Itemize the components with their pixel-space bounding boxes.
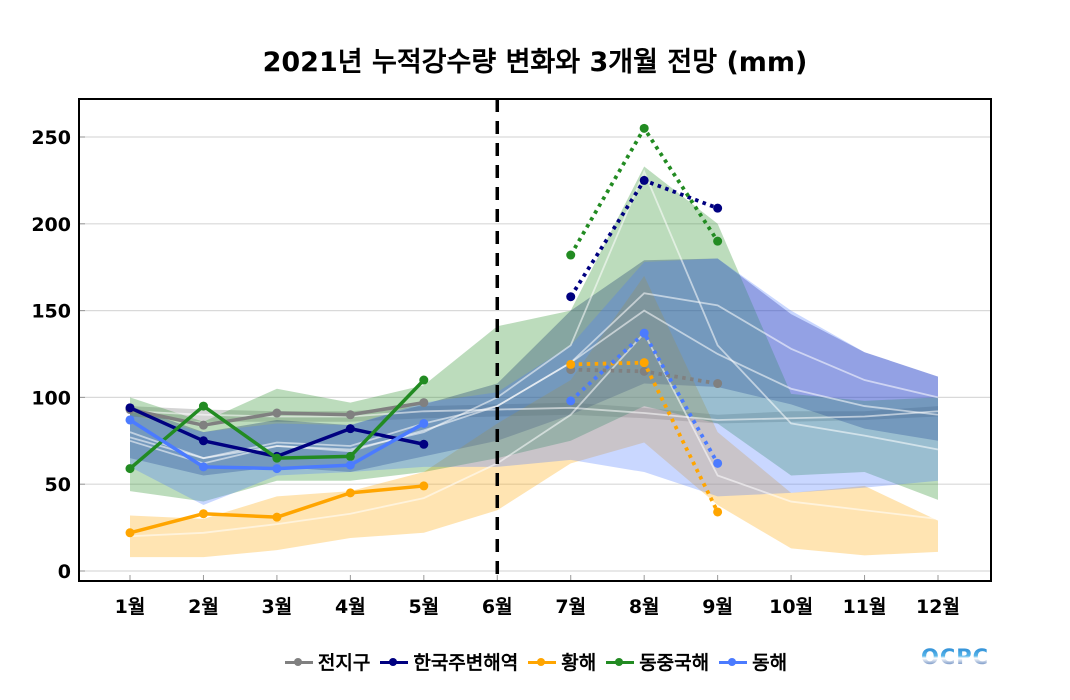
observed-point bbox=[419, 375, 429, 385]
legend-item-east-sea[interactable]: 동해 bbox=[717, 648, 787, 675]
climatology-band bbox=[130, 258, 938, 476]
x-tick-label: 10월 bbox=[769, 596, 813, 618]
legend-label: 동중국해 bbox=[639, 652, 710, 674]
legend-swatch-east-sea bbox=[717, 655, 749, 669]
grid-layer bbox=[79, 136, 991, 572]
legend-item-korea-seas[interactable]: 한국주변해역 bbox=[378, 648, 518, 675]
observed-point bbox=[198, 462, 208, 472]
x-tick-label: 4월 bbox=[335, 596, 366, 618]
observed-point bbox=[125, 403, 135, 413]
x-tick-label: 8월 bbox=[629, 596, 660, 618]
legend-swatch-east-china-sea bbox=[604, 655, 636, 669]
forecast-point bbox=[566, 250, 576, 260]
y-tick-label: 50 bbox=[45, 474, 71, 496]
observed-point bbox=[272, 512, 282, 522]
axis-layer: 0 50 100 150 200 250 1월 2월 3월 4월 5월 6월 7월 8월 9월 10월 11월 1… bbox=[31, 98, 992, 618]
observed-point bbox=[345, 410, 355, 420]
y-tick-label: 250 bbox=[31, 127, 71, 149]
legend-swatch-yellow-sea bbox=[526, 655, 558, 669]
band-layer bbox=[130, 166, 938, 558]
legend-label: 한국주변해역 bbox=[413, 652, 519, 674]
observed-point bbox=[198, 420, 208, 430]
series-layer bbox=[125, 123, 723, 538]
legend-swatch-korea-seas bbox=[378, 655, 410, 669]
y-tick-label: 200 bbox=[31, 214, 71, 236]
chart-title: 2021년 누적강수량 변화와 3개월 전망 (mm) bbox=[262, 47, 808, 78]
y-tick-label: 0 bbox=[58, 561, 71, 583]
climatology-band bbox=[130, 258, 938, 506]
x-tick-label: 1월 bbox=[115, 596, 146, 618]
x-tick-label: 6월 bbox=[482, 596, 513, 618]
forecast-point bbox=[639, 175, 649, 185]
observed-point bbox=[125, 415, 135, 425]
climatology-band bbox=[130, 402, 938, 424]
plot-frame bbox=[78, 98, 992, 582]
observed-point bbox=[125, 528, 135, 538]
climatology-mean-line bbox=[129, 331, 939, 538]
observed-point bbox=[419, 398, 429, 408]
observed-point bbox=[345, 460, 355, 470]
y-tick-label: 150 bbox=[31, 301, 71, 323]
observed-point bbox=[345, 451, 355, 461]
legend-item-yellow-sea[interactable]: 황해 bbox=[526, 648, 596, 675]
forecast-point bbox=[713, 203, 723, 213]
legend-swatch-global bbox=[283, 655, 315, 669]
observed-point bbox=[272, 464, 282, 474]
observed-point bbox=[419, 439, 429, 449]
forecast-point bbox=[566, 292, 576, 302]
forecast-point bbox=[713, 379, 723, 389]
forecast-point bbox=[566, 359, 576, 369]
legend: 전지구 한국주변해역 황해 동중국해 동해 bbox=[0, 648, 1070, 675]
legend-label: 동해 bbox=[752, 652, 788, 674]
forecast-point bbox=[639, 328, 649, 338]
x-tick-label: 3월 bbox=[262, 596, 293, 618]
observed-point bbox=[125, 464, 135, 474]
observed-point bbox=[345, 488, 355, 498]
forecast-point bbox=[639, 358, 649, 368]
observed-point bbox=[272, 453, 282, 463]
forecast-point bbox=[639, 123, 649, 133]
observed-point bbox=[198, 509, 208, 519]
forecast-point bbox=[713, 507, 723, 517]
x-tick-label: 11월 bbox=[843, 596, 887, 618]
legend-item-global[interactable]: 전지구 bbox=[283, 648, 370, 675]
legend-label: 전지구 bbox=[317, 652, 371, 674]
y-tick-label: 100 bbox=[31, 387, 71, 409]
observed-point bbox=[198, 436, 208, 446]
climatology-mean-line bbox=[129, 309, 939, 460]
observed-point bbox=[272, 408, 282, 418]
x-tick-label: 2월 bbox=[188, 596, 219, 618]
forecast-point bbox=[566, 396, 576, 406]
observed-point bbox=[419, 418, 429, 428]
x-tick-label: 7월 bbox=[555, 596, 586, 618]
observed-point bbox=[419, 481, 429, 491]
climatology-band bbox=[130, 275, 938, 558]
x-tick-label: 5월 bbox=[408, 596, 439, 618]
climatology-band bbox=[130, 166, 938, 502]
observed-point bbox=[198, 401, 208, 411]
ocpc-logo: OCPC bbox=[921, 645, 990, 669]
forecast-point bbox=[713, 236, 723, 246]
forecast-line bbox=[569, 330, 720, 465]
observed-point bbox=[345, 424, 355, 434]
x-tick-label: 9월 bbox=[702, 596, 733, 618]
forecast-point bbox=[713, 458, 723, 468]
x-tick-label: 12월 bbox=[916, 596, 960, 618]
legend-item-east-china-sea[interactable]: 동중국해 bbox=[604, 648, 709, 675]
legend-label: 황해 bbox=[561, 652, 597, 674]
